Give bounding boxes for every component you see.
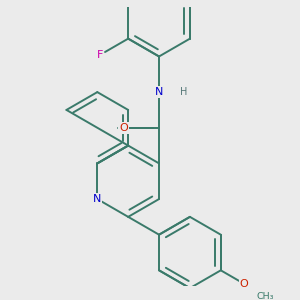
Text: N: N	[93, 194, 101, 204]
Text: H: H	[180, 87, 188, 97]
Text: F: F	[97, 50, 103, 60]
Text: O: O	[240, 279, 248, 289]
Text: N: N	[155, 87, 163, 97]
Text: CH₃: CH₃	[257, 292, 274, 300]
Text: O: O	[119, 123, 128, 133]
